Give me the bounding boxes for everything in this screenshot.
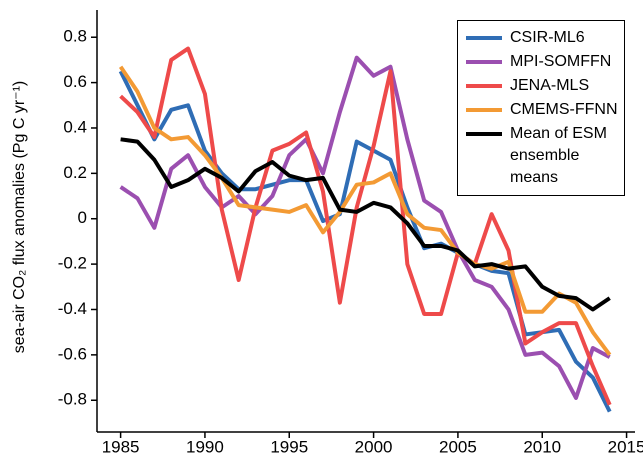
series-line [120,137,611,312]
legend: CSIR-ML6 MPI-SOMFFN JENA-MLS CMEMS-FFNN Mean… [457,20,625,196]
y-tick-label: -0.6 [58,344,87,363]
legend-entry: JENA-MLS [458,75,624,97]
x-tick-label: 1995 [270,437,308,456]
y-tick-label: 0.6 [63,72,87,91]
series-line [118,65,612,357]
y-tick-label: 0 [78,208,87,227]
y-tick-label: 0.8 [63,27,87,46]
x-tick-label: 2000 [355,437,393,456]
legend-swatch [466,36,502,40]
x-tick-label: 1990 [186,437,224,456]
series-line [119,55,611,400]
y-tick-label: 0.2 [63,163,87,182]
series-line [119,46,612,406]
legend-label: MPI-SOMFFN [510,53,612,70]
x-tick-label: 2005 [439,437,477,456]
legend-label: JENA-MLS [510,77,590,94]
y-tick-label: -0.4 [58,299,87,318]
x-tick-label: 2015 [608,437,643,456]
series-line [118,70,612,413]
x-tick-label: 1985 [102,437,140,456]
y-tick-label: -0.2 [58,254,87,273]
legend-entry: Mean of ESM ensemble means [458,123,624,189]
y-axis-label: sea-air CO₂ flux anomalies (Pg C yr⁻¹) [11,81,28,354]
legend-entry: MPI-SOMFFN [458,51,624,73]
y-tick-label: 0.4 [63,117,87,136]
y-tick-label: -0.8 [58,390,87,409]
legend-swatch [466,108,502,112]
legend-entry: CMEMS-FFNN [458,99,624,121]
legend-label: Mean of ESM ensemble means [510,125,607,186]
legend-swatch [466,84,502,88]
legend-entry: CSIR-ML6 [458,27,624,49]
legend-swatch [466,132,502,136]
legend-swatch [466,60,502,64]
legend-label: CSIR-ML6 [510,29,585,46]
x-tick-label: 2010 [523,437,561,456]
legend-label: CMEMS-FFNN [510,101,618,118]
